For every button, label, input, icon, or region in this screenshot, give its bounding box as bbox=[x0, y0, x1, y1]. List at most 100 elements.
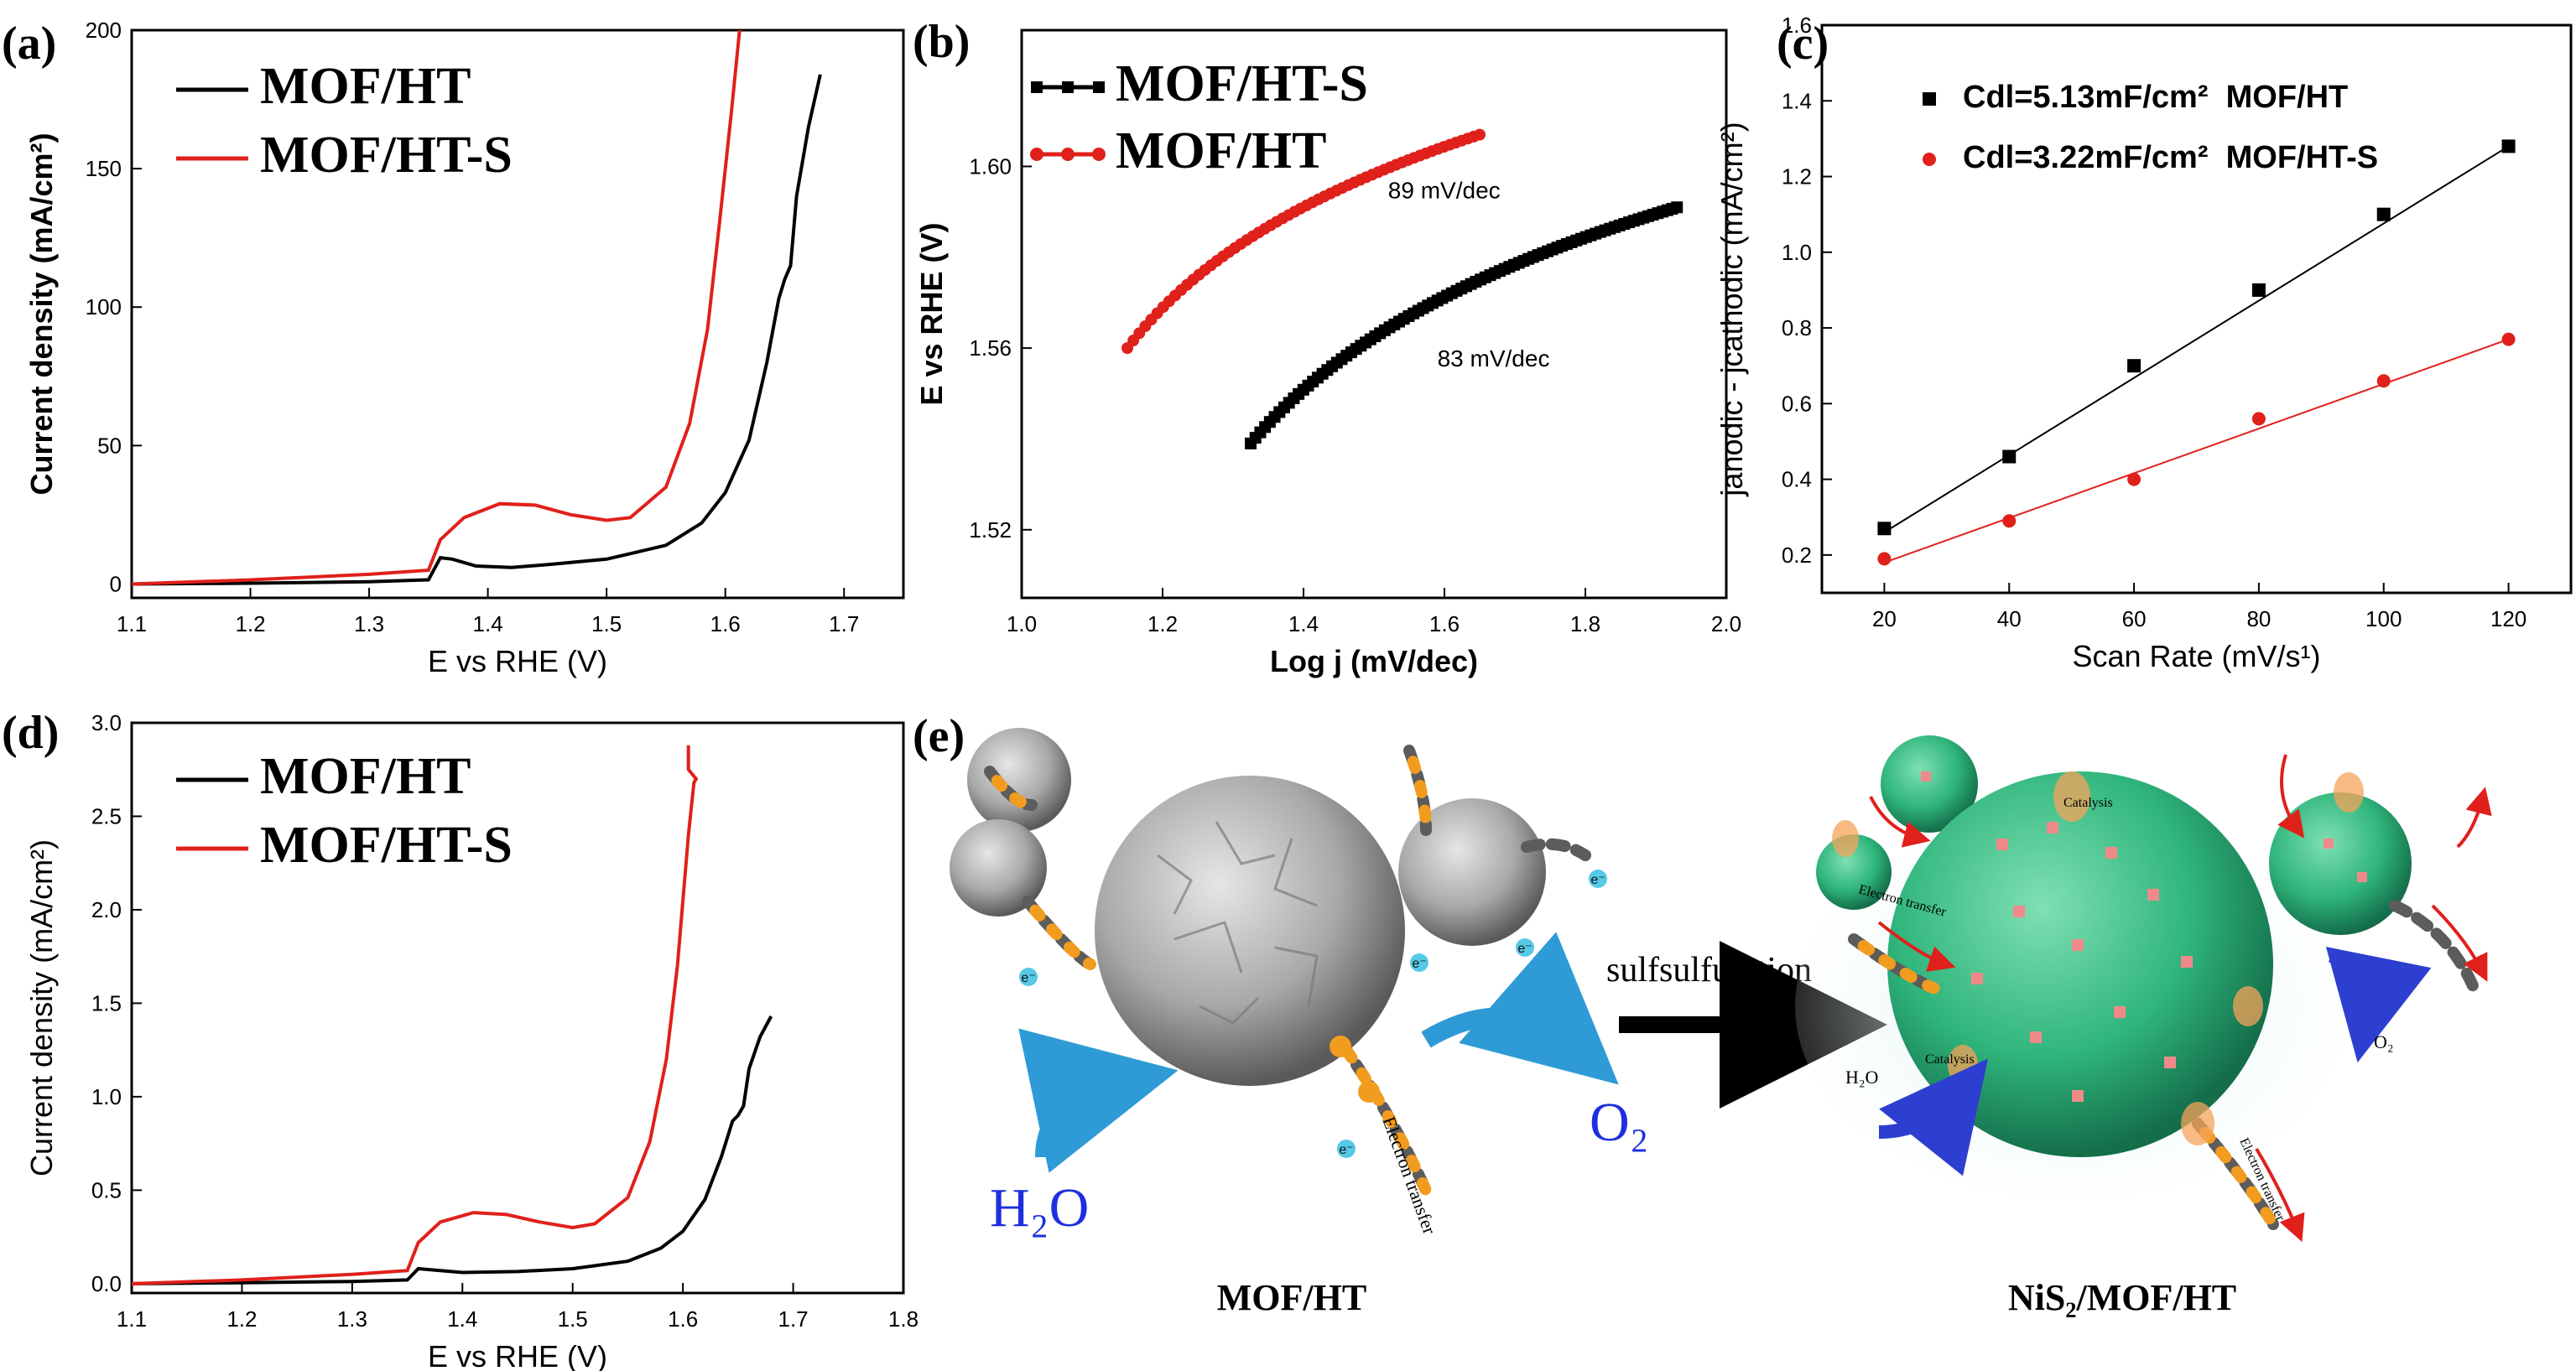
panel-label-c: (c) bbox=[1777, 18, 1829, 70]
data-point bbox=[2376, 374, 2391, 388]
series-line bbox=[132, 1015, 773, 1285]
x-tick-label: 2.0 bbox=[1711, 611, 1741, 636]
nis2-particles bbox=[1921, 771, 2367, 1102]
y-axis-label: janodic - jcathodic (mA/cm²) bbox=[1715, 122, 1749, 496]
h2o-in-arrow-left bbox=[1018, 1028, 1179, 1173]
annotation-label: 83 mV/dec bbox=[1438, 345, 1550, 371]
legend-label: Cdl=3.22mF/cm² MOF/HT-S bbox=[1963, 140, 2378, 175]
o2-label-left: O₂ bbox=[1590, 1092, 1649, 1153]
legend-label: MOF/HT bbox=[1116, 122, 1326, 179]
mof-sphere-main bbox=[1095, 776, 1405, 1086]
mof-sphere-small-left bbox=[950, 819, 1047, 917]
legend-marker bbox=[1093, 81, 1105, 93]
data-point bbox=[2127, 359, 2141, 373]
panel-label-b: (b) bbox=[913, 16, 970, 68]
electron-label: e⁻ bbox=[1412, 957, 1426, 971]
y-tick-label: 1.60 bbox=[969, 153, 1012, 179]
data-point bbox=[2251, 412, 2266, 426]
panel-label-e: (e) bbox=[913, 710, 965, 762]
y-tick-label: 0.2 bbox=[1782, 543, 1812, 568]
legend-label: MOF/HT-S bbox=[260, 817, 513, 874]
data-point bbox=[2501, 332, 2516, 346]
catalysis-label-top: Catalysis bbox=[2063, 796, 2113, 810]
left-caption: MOF/HT bbox=[1217, 1277, 1366, 1318]
y-tick-label: 0.5 bbox=[91, 1177, 122, 1202]
o2-label-right: O₂ bbox=[2374, 1031, 2394, 1052]
x-axis-label: Log j (mV/dec) bbox=[1270, 644, 1478, 678]
mof-sphere-small-top bbox=[967, 728, 1071, 832]
x-tick-label: 1.2 bbox=[226, 1306, 257, 1332]
x-axis-label: E vs RHE (V) bbox=[428, 644, 607, 678]
plot-frame bbox=[1820, 23, 2573, 595]
x-tick-label: 1.7 bbox=[778, 1306, 808, 1332]
y-tick-label: 0.4 bbox=[1782, 467, 1812, 492]
x-tick-label: 80 bbox=[2246, 606, 2271, 631]
schematic-panel: Electron transfer e⁻ e⁻ e⁻ e⁻ e⁻ H₂O O₂ … bbox=[950, 728, 2492, 1318]
y-tick-label: 1.4 bbox=[1782, 88, 1812, 113]
catalysis-flames bbox=[1832, 771, 2364, 1145]
y-tick-label: 100 bbox=[86, 294, 122, 319]
nis2-sphere-small-right bbox=[2269, 792, 2412, 935]
y-tick-label: 2.5 bbox=[91, 803, 122, 828]
conversion-label: sulfsulfuration bbox=[1606, 951, 1812, 989]
data-point bbox=[2376, 207, 2391, 221]
plot-frame bbox=[130, 721, 905, 1295]
legend-marker bbox=[1062, 81, 1074, 93]
data-point bbox=[1877, 552, 1892, 566]
x-tick-label: 1.3 bbox=[337, 1306, 367, 1332]
wire-node-2 bbox=[1358, 1081, 1380, 1103]
legend-marker bbox=[1031, 81, 1043, 93]
nis2-sphere-small-left bbox=[1816, 834, 1892, 910]
x-tick-label: 1.2 bbox=[1147, 611, 1178, 636]
plot-frame bbox=[1020, 29, 1728, 600]
electron-label: e⁻ bbox=[1590, 873, 1605, 887]
y-tick-label: 0.8 bbox=[1782, 315, 1812, 340]
chart-a: 1.1 1.2 1.3 1.4 1.5 1.6 1.7 0 50 100 150 200 E vs RH… bbox=[24, 18, 905, 678]
x-tick-label: 1.6 bbox=[710, 611, 741, 636]
y-tick-label: 1.5 bbox=[91, 990, 122, 1015]
legend-label: Cdl=5.13mF/cm² MOF/HT bbox=[1963, 80, 2348, 115]
legend-label: MOF/HT bbox=[260, 58, 471, 115]
nis2-sphere-small-top bbox=[1881, 735, 1978, 833]
x-tick-label: 1.3 bbox=[354, 611, 384, 636]
legend-marker bbox=[1061, 148, 1075, 161]
fit-line bbox=[1884, 338, 2509, 563]
data-point bbox=[1877, 522, 1892, 536]
electron-label: e⁻ bbox=[1517, 942, 1532, 956]
data-point bbox=[2002, 514, 2017, 528]
x-tick-label: 1.6 bbox=[668, 1306, 698, 1332]
data-point bbox=[2251, 283, 2266, 297]
electron-flow-arrows bbox=[1869, 754, 2492, 1243]
series-line bbox=[132, 745, 699, 1285]
x-tick-label: 1.4 bbox=[1288, 611, 1319, 636]
y-tick-label: 1.56 bbox=[969, 335, 1012, 361]
panel-label-d: (d) bbox=[2, 707, 59, 759]
o2-out-arrow-right bbox=[2325, 947, 2432, 1063]
h2o-label-right: H₂O bbox=[1845, 1067, 1878, 1088]
chart-d: 1.1 1.2 1.3 1.4 1.5 1.6 1.7 1.8 0.0 0.5 1.0 1.5 2.0 2… bbox=[24, 710, 919, 1371]
x-tick-label: 1.4 bbox=[447, 1306, 477, 1332]
annotation-label: 89 mV/dec bbox=[1388, 177, 1501, 203]
y-axis-label: E vs RHE (V) bbox=[914, 222, 949, 405]
y-tick-label: 1.6 bbox=[1782, 13, 1812, 38]
legend-marker bbox=[1923, 92, 1936, 106]
y-tick-label: 1.2 bbox=[1782, 164, 1812, 190]
y-tick-label: 150 bbox=[86, 156, 122, 181]
h2o-label-left: H₂O bbox=[990, 1177, 1089, 1239]
data-point bbox=[2127, 472, 2141, 486]
x-tick-label: 20 bbox=[1872, 606, 1897, 631]
y-axis-label: Current density (mA/cm²) bbox=[24, 132, 59, 495]
y-tick-label: 200 bbox=[86, 18, 122, 43]
x-axis-label: E vs RHE (V) bbox=[428, 1339, 607, 1371]
series-line bbox=[132, 30, 742, 586]
data-point bbox=[1671, 201, 1684, 214]
y-tick-label: 0.6 bbox=[1782, 391, 1812, 416]
right-caption: NiS₂/MOF/HT bbox=[2008, 1277, 2236, 1318]
electron-transfer-label-left: Electron transfer bbox=[1378, 1114, 1440, 1238]
x-tick-label: 1.8 bbox=[1570, 611, 1600, 636]
h2o-in-arrow-right bbox=[1878, 1058, 1988, 1176]
legend-label: MOF/HT-S bbox=[260, 127, 513, 184]
plot-frame bbox=[130, 29, 905, 600]
x-tick-label: 1.8 bbox=[888, 1306, 919, 1332]
